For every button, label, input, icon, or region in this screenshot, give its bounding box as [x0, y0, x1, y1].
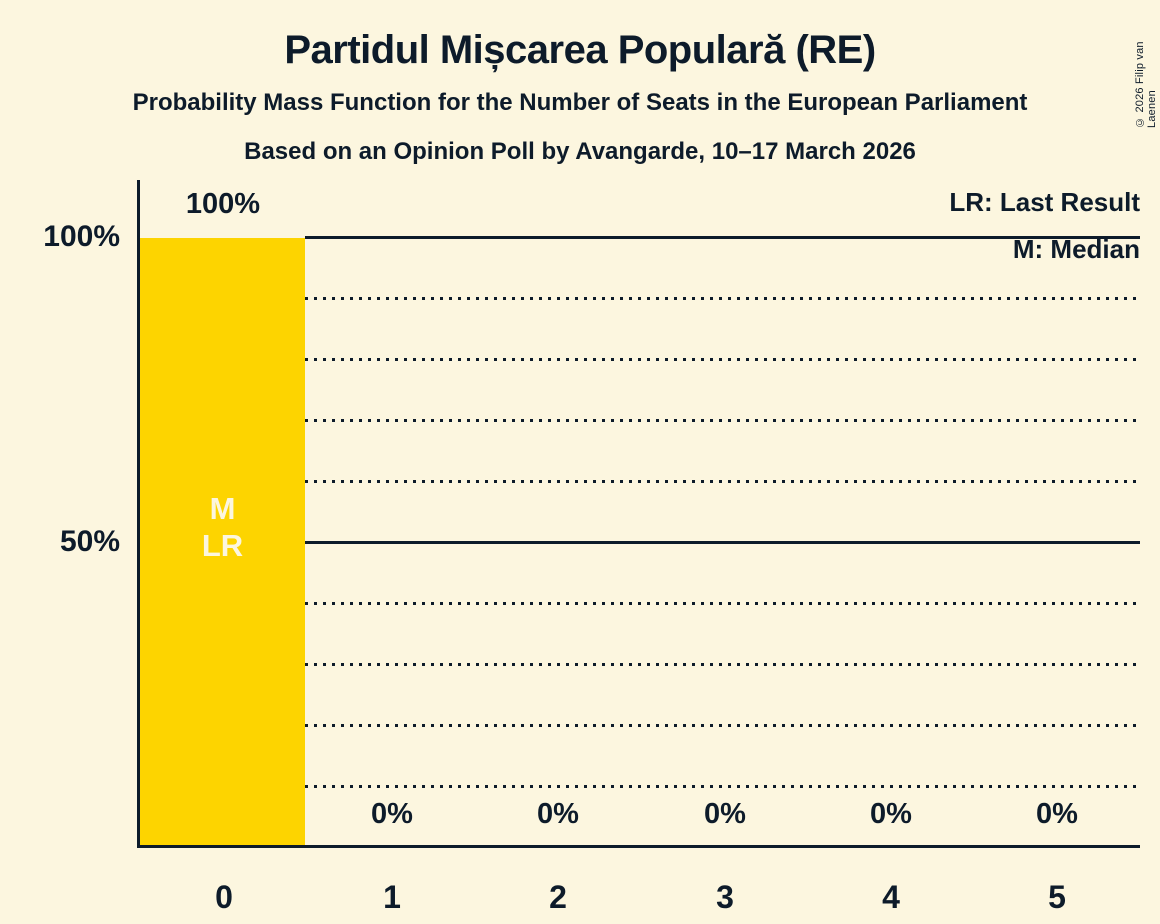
value-label-seat-5: 0%: [1036, 798, 1078, 830]
y-axis-line: [137, 180, 140, 848]
gridline-100pct: [305, 236, 1140, 239]
bar-marker-labels: M LR: [140, 490, 305, 564]
x-axis-line: [137, 845, 1140, 848]
gridline-60pct: [305, 480, 1140, 483]
value-label-seat-0: 100%: [185, 188, 261, 220]
x-tick-4: 4: [882, 879, 900, 915]
probability-bar-seat-0: [140, 238, 305, 845]
gridline-30pct: [305, 663, 1140, 666]
gridline-80pct: [305, 358, 1140, 361]
value-label-seat-3: 0%: [704, 798, 746, 830]
gridline-10pct: [305, 785, 1140, 788]
gridline-40pct: [305, 602, 1140, 605]
y-axis-label-50: 50%: [59, 525, 120, 558]
last-result-marker-label: LR: [201, 528, 244, 563]
chart-title: Partidul Mișcarea Populară (RE): [284, 28, 876, 72]
legend-median: M: Median: [1012, 234, 1140, 264]
gridline-70pct: [305, 419, 1140, 422]
copyright-text: © 2026 Filip van Laenen: [1134, 41, 1158, 128]
gridline-50pct: [305, 541, 1140, 544]
chart-subtitle: Probability Mass Function for the Number…: [132, 89, 1028, 116]
median-marker-label: M: [209, 491, 236, 526]
gridline-20pct: [305, 724, 1140, 727]
value-label-seat-2: 0%: [537, 798, 579, 830]
x-tick-5: 5: [1048, 879, 1066, 915]
poll-note: Based on an Opinion Poll by Avangarde, 1…: [244, 138, 916, 165]
value-label-seat-4: 0%: [870, 798, 912, 830]
value-label-seat-1: 0%: [371, 798, 413, 830]
y-axis-label-100: 100%: [43, 220, 120, 253]
x-tick-1: 1: [383, 879, 401, 915]
gridline-90pct: [305, 297, 1140, 300]
x-tick-3: 3: [716, 879, 734, 915]
legend-last-result: LR: Last Result: [949, 187, 1140, 217]
x-tick-0: 0: [215, 879, 233, 915]
x-tick-2: 2: [549, 879, 567, 915]
